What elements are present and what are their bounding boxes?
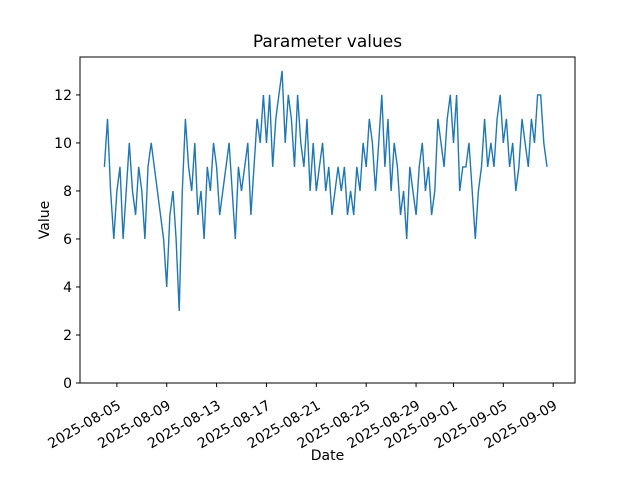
y-tick-label: 8 [63,184,72,200]
axes-spines [79,56,576,384]
x-axis-label: Date [310,448,345,464]
y-tick-label: 6 [63,232,72,248]
y-tick-label: 4 [63,280,72,296]
data-line-series [103,70,548,312]
y-axis-label: Value [37,200,53,240]
chart-title: Parameter values [252,32,403,52]
y-tick-label: 2 [63,328,72,344]
y-tick-label: 0 [63,376,72,392]
y-tick-label: 12 [54,88,72,104]
y-tick-label: 10 [54,136,72,152]
